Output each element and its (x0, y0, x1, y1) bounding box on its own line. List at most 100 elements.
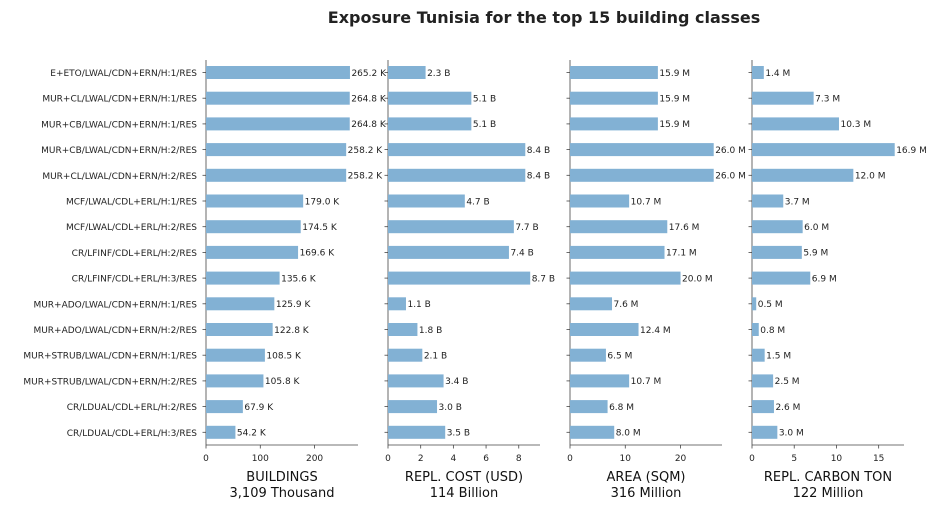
x-tick-label: 20 (675, 454, 687, 464)
bar (206, 374, 264, 388)
bar-value-label: 1.8 B (419, 326, 442, 336)
bar (752, 66, 764, 79)
bar (206, 143, 347, 157)
bar-value-label: 16.9 M (896, 146, 927, 156)
bar (388, 374, 444, 388)
category-label: CR/LFINF/CDL+ERL/H:3/RES (72, 275, 198, 285)
category-label: E+ETO/LWAL/CDN+ERN/H:1/RES (50, 69, 197, 79)
x-tick-label: 6 (483, 454, 489, 464)
bar (206, 425, 236, 439)
category-label: MUR+STRUB/LWAL/CDN+ERN/H:2/RES (23, 377, 197, 387)
bar-value-label: 169.6 K (300, 249, 336, 259)
bar-value-label: 7.3 M (815, 95, 840, 105)
bar (570, 374, 630, 388)
bar (388, 425, 446, 439)
bar (570, 425, 615, 439)
bar (206, 66, 350, 79)
bar-value-label: 3.0 B (439, 403, 462, 413)
bar (388, 297, 406, 311)
bar (570, 271, 681, 285)
category-label: MUR+STRUB/LWAL/CDN+ERN/H:1/RES (23, 352, 197, 362)
bar-value-label: 2.3 B (427, 69, 450, 79)
bar-value-label: 8.7 B (532, 274, 555, 284)
bar-value-label: 264.8 K (351, 120, 387, 130)
bar-value-label: 125.9 K (276, 300, 312, 310)
category-label: MUR+CB/LWAL/CDN+ERN/H:2/RES (41, 146, 197, 156)
bar-value-label: 5.1 B (473, 120, 496, 130)
bar (206, 271, 280, 285)
bar (570, 194, 630, 208)
category-label: MCF/LWAL/CDL+ERL/H:2/RES (66, 223, 197, 233)
bar (570, 400, 608, 414)
bar-value-label: 6.8 M (609, 403, 634, 413)
bar (206, 117, 350, 131)
bar (388, 91, 472, 105)
bar-value-label: 17.1 M (666, 249, 697, 259)
bar (388, 400, 438, 414)
bar (570, 348, 606, 362)
bar (388, 117, 472, 131)
x-tick-label: 10 (831, 454, 843, 464)
x-tick-label: 8 (516, 454, 522, 464)
bar-value-label: 3.4 B (445, 377, 468, 387)
x-tick-label: 15 (873, 454, 884, 464)
bar-value-label: 2.6 M (775, 403, 800, 413)
bar (752, 425, 778, 439)
bar (752, 91, 814, 105)
bar (752, 168, 854, 182)
bar-value-label: 54.2 K (237, 429, 267, 439)
chart-title: Exposure Tunisia for the top 15 building… (327, 8, 761, 27)
bar-value-label: 8.4 B (527, 146, 550, 156)
bar (752, 271, 811, 285)
bar (388, 323, 418, 336)
bar (752, 400, 774, 414)
bar (752, 194, 784, 208)
bar (570, 245, 665, 259)
category-label: CR/LFINF/CDL+ERL/H:2/RES (72, 249, 198, 259)
bar-value-label: 174.5 K (302, 223, 338, 233)
bar-value-label: 108.5 K (266, 352, 302, 362)
bar (388, 220, 514, 234)
bar (752, 245, 802, 259)
category-label: CR/LDUAL/CDL+ERL/H:3/RES (67, 429, 198, 439)
bar-value-label: 1.5 M (766, 352, 791, 362)
bar (206, 168, 347, 182)
x-tick-label: 200 (306, 454, 323, 464)
bar (570, 66, 658, 79)
bar (570, 297, 613, 311)
bar-value-label: 258.2 K (348, 172, 384, 182)
bar-value-label: 8.4 B (527, 172, 550, 182)
bar (388, 194, 465, 208)
bar-value-label: 26.0 M (715, 172, 746, 182)
x-axis-label: REPL. COST (USD) (405, 470, 523, 485)
bar-value-label: 7.4 B (510, 249, 533, 259)
bar (570, 168, 714, 182)
bar-value-label: 3.7 M (785, 197, 810, 207)
x-axis-total: 114 Billion (430, 486, 499, 501)
bar-value-label: 6.5 M (607, 352, 632, 362)
x-axis-label: AREA (SQM) (606, 470, 685, 485)
x-tick-label: 0 (749, 454, 755, 464)
bar (570, 117, 658, 131)
bar-value-label: 179.0 K (305, 197, 341, 207)
bar-value-label: 258.2 K (348, 146, 384, 156)
bar-value-label: 10.3 M (840, 120, 871, 130)
x-tick-label: 100 (252, 454, 269, 464)
bar-value-label: 10.7 M (631, 197, 662, 207)
x-tick-label: 5 (791, 454, 797, 464)
bar-value-label: 6.0 M (804, 223, 829, 233)
bar (388, 66, 426, 79)
bar-value-label: 6.9 M (812, 274, 837, 284)
x-tick-label: 0 (203, 454, 209, 464)
bar-value-label: 2.1 B (424, 352, 447, 362)
bar (206, 194, 304, 208)
bar (206, 323, 273, 336)
bar (570, 143, 714, 157)
bar (752, 323, 759, 336)
bar (570, 91, 658, 105)
x-tick-label: 4 (451, 454, 457, 464)
x-tick-label: 0 (567, 454, 573, 464)
bar-value-label: 15.9 M (659, 95, 690, 105)
bar (752, 143, 895, 157)
